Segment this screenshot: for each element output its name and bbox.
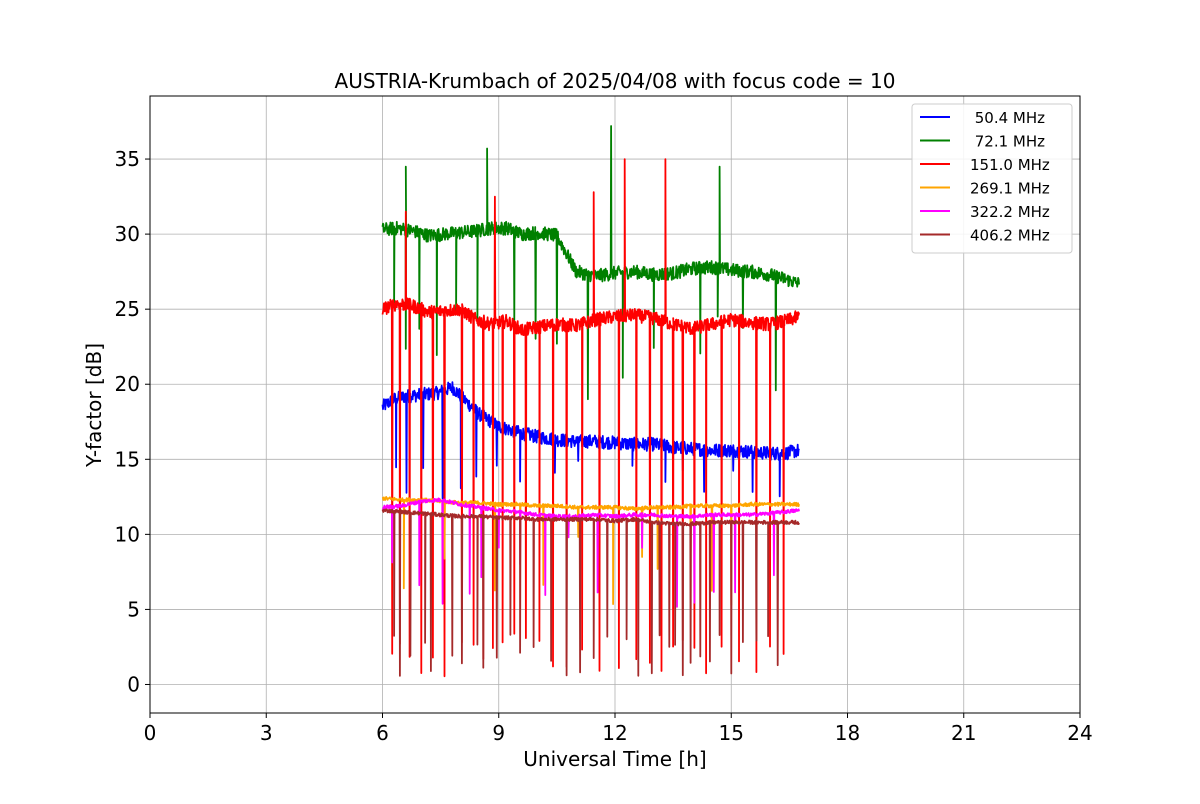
x-tick-label: 6 — [376, 721, 389, 745]
x-tick-label: 0 — [144, 721, 157, 745]
legend-label: 72.1 MHz — [970, 133, 1045, 151]
y-tick-label: 10 — [115, 522, 140, 546]
y-tick-label: 35 — [115, 147, 140, 171]
y-tick-label: 15 — [115, 447, 140, 471]
x-tick-label: 15 — [719, 721, 744, 745]
x-axis: 0 3 6 9 12 15 18 21 24 — [144, 713, 1093, 745]
x-tick-label: 12 — [602, 721, 627, 745]
x-tick-label: 18 — [835, 721, 860, 745]
series-line-2 — [381, 158, 800, 678]
legend-box — [911, 103, 1073, 254]
x-tick-label: 24 — [1067, 721, 1092, 745]
y-tick-label: 0 — [127, 672, 140, 696]
y-axis: 0 5 10 15 20 25 30 35 — [115, 147, 150, 696]
legend-label: 322.2 MHz — [970, 203, 1050, 221]
legend: 50.4 MHz 72.1 MHz 151.0 MHz 269.1 MHz 322.2… — [911, 103, 1073, 254]
chart-title: AUSTRIA-Krumbach of 2025/04/08 with focu… — [335, 69, 896, 93]
x-tick-label: 9 — [492, 721, 505, 745]
legend-label: 50.4 MHz — [970, 109, 1045, 127]
y-axis-label: Y-factor [dB] — [82, 343, 106, 468]
x-tick-label: 21 — [951, 721, 976, 745]
series-lines — [381, 125, 800, 678]
legend-label: 406.2 MHz — [970, 227, 1050, 245]
y-tick-label: 20 — [115, 372, 140, 396]
x-axis-label: Universal Time [h] — [523, 747, 706, 771]
series-line-0 — [381, 381, 800, 500]
y-tick-label: 5 — [127, 597, 140, 621]
legend-label: 151.0 MHz — [970, 156, 1050, 174]
y-tick-label: 30 — [115, 222, 140, 246]
series-line-1 — [381, 125, 800, 401]
y-tick-label: 25 — [115, 297, 140, 321]
series-line-5 — [381, 508, 800, 677]
x-tick-label: 3 — [260, 721, 273, 745]
series-line-4 — [381, 497, 800, 608]
legend-label: 269.1 MHz — [970, 180, 1050, 198]
series-line-3 — [381, 496, 800, 606]
